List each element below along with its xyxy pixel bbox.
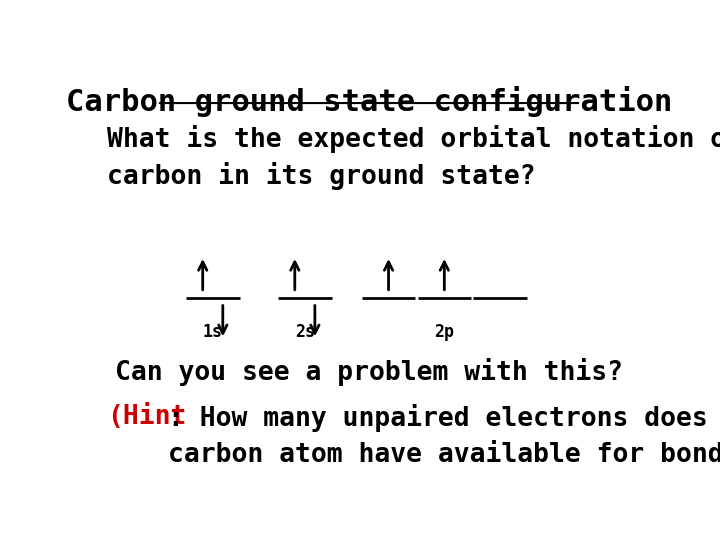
Text: 2p: 2p xyxy=(434,322,454,341)
Text: Can you see a problem with this?: Can you see a problem with this? xyxy=(115,358,623,386)
Text: Carbon ground state configuration: Carbon ground state configuration xyxy=(66,85,672,117)
Text: 2s: 2s xyxy=(294,322,315,341)
Text: : How many unpaired electrons does this
carbon atom have available for bonding?): : How many unpaired electrons does this … xyxy=(168,404,720,469)
Text: 1s: 1s xyxy=(203,322,222,341)
Text: What is the expected orbital notation of
carbon in its ground state?: What is the expected orbital notation of… xyxy=(107,125,720,190)
Text: (Hint: (Hint xyxy=(107,404,186,430)
